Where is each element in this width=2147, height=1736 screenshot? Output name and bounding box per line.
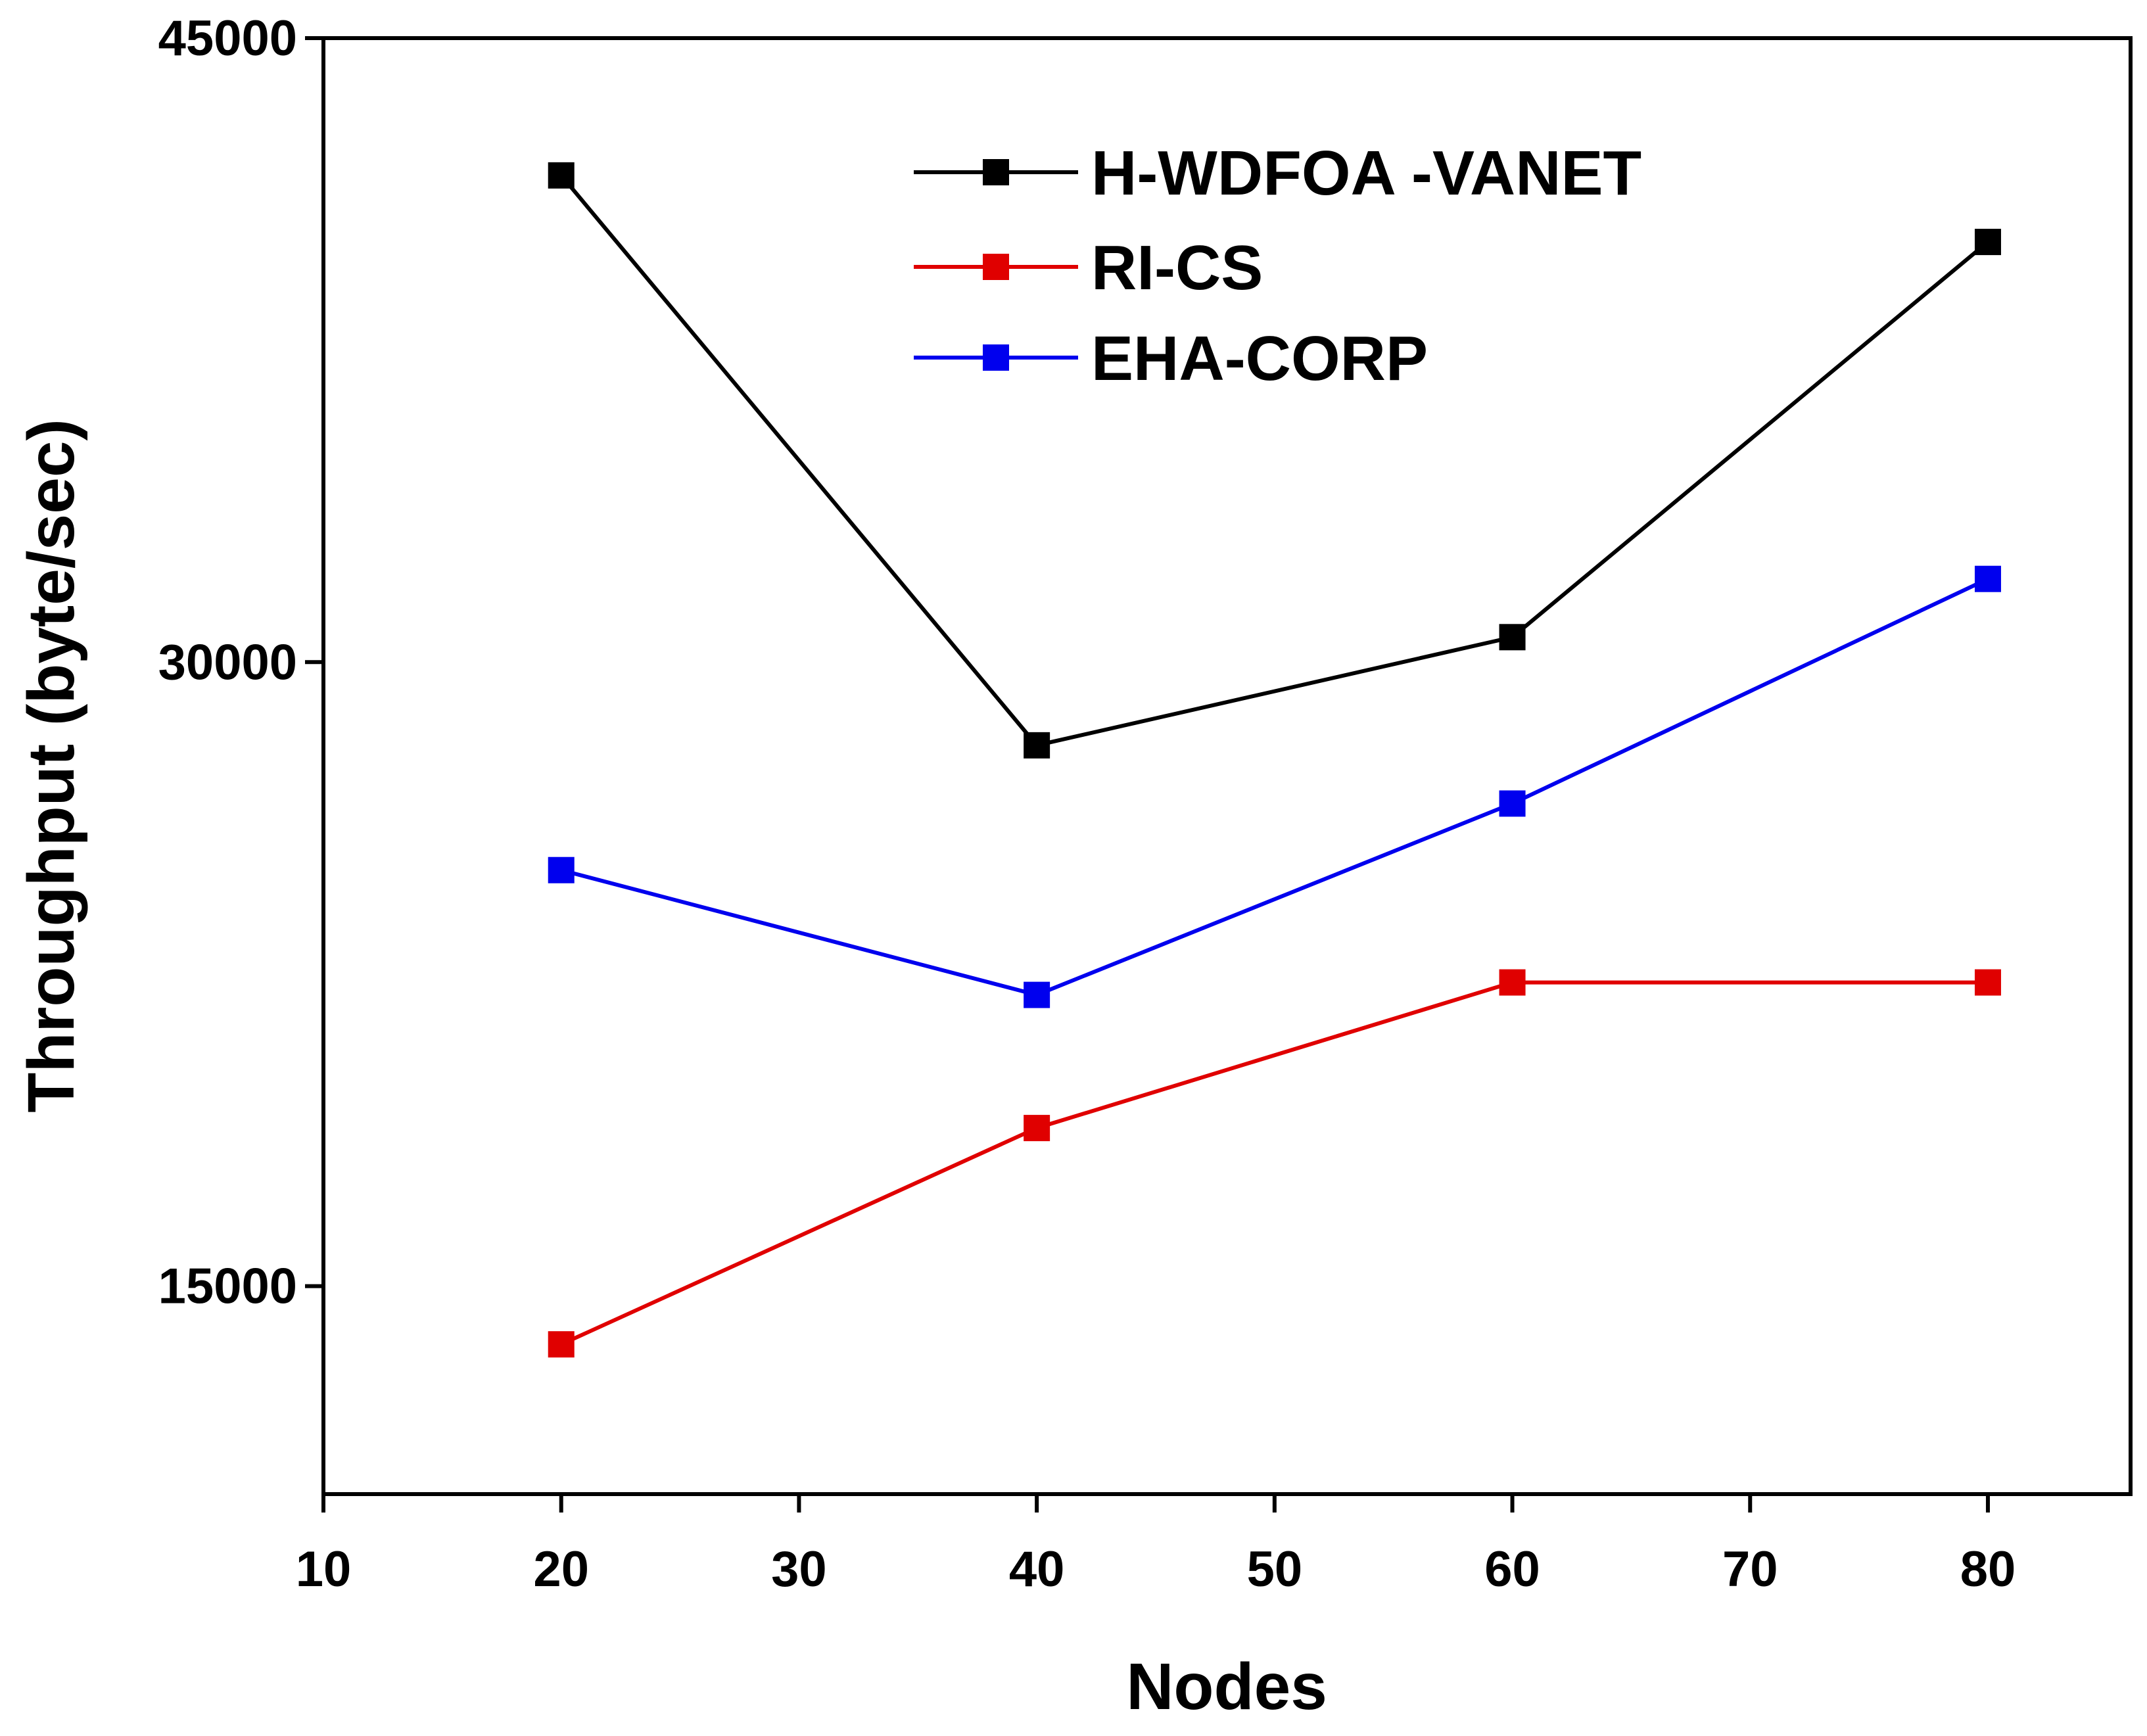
y-axis-title: Throughput (byte/sec)	[14, 419, 88, 1113]
series-ri-cs	[548, 969, 2001, 1358]
y-tick-label: 15000	[158, 1259, 297, 1315]
ticks-layer: 10 20 30 40 50 60 70 80 15000 30000 45000	[158, 11, 2016, 1597]
data-point	[1499, 624, 1526, 651]
series-line	[560, 577, 1989, 997]
legend-marker	[983, 254, 1009, 280]
legend-label: H-WDFOA -VANET	[1091, 138, 1641, 208]
legend-item: RI-CS	[914, 233, 1263, 303]
plot-frame	[321, 36, 2133, 1496]
x-axis-title: Nodes	[1126, 1650, 1327, 1724]
data-point	[1499, 969, 1526, 996]
data-point	[548, 1331, 575, 1358]
legend-item: EHA-CORP	[914, 323, 1428, 394]
series-line	[559, 174, 1989, 748]
legend-marker	[983, 344, 1009, 371]
y-tick-label: 30000	[158, 634, 297, 690]
data-point	[1024, 1115, 1050, 1142]
legend-label: RI-CS	[1091, 233, 1263, 303]
series-line	[560, 980, 1988, 1346]
series-h-wdfoa-vanet	[548, 162, 2001, 759]
x-tick-label: 40	[1009, 1541, 1065, 1597]
data-point	[1024, 732, 1050, 759]
series-layer	[548, 162, 2001, 1358]
legend-item: H-WDFOA -VANET	[914, 138, 1641, 208]
x-tick-label: 20	[533, 1541, 589, 1597]
series-eha-corp	[548, 565, 2001, 1008]
x-tick-label: 80	[1960, 1541, 2016, 1597]
x-tick-label: 60	[1484, 1541, 1540, 1597]
legend-marker	[983, 159, 1009, 185]
y-tick-label: 45000	[158, 11, 297, 66]
data-point	[1024, 981, 1050, 1008]
legend-label: EHA-CORP	[1091, 323, 1428, 394]
data-point	[1974, 969, 2001, 996]
data-point	[548, 856, 575, 883]
x-tick-label: 70	[1722, 1541, 1778, 1597]
legend: H-WDFOA -VANET RI-CS EHA-CORP	[914, 138, 1641, 394]
x-tick-label: 30	[771, 1541, 827, 1597]
data-point	[1499, 790, 1526, 817]
data-point	[548, 162, 575, 189]
x-tick-label: 10	[296, 1541, 352, 1597]
data-point	[1974, 565, 2001, 592]
data-point	[1974, 229, 2001, 256]
x-tick-label: 50	[1247, 1541, 1303, 1597]
